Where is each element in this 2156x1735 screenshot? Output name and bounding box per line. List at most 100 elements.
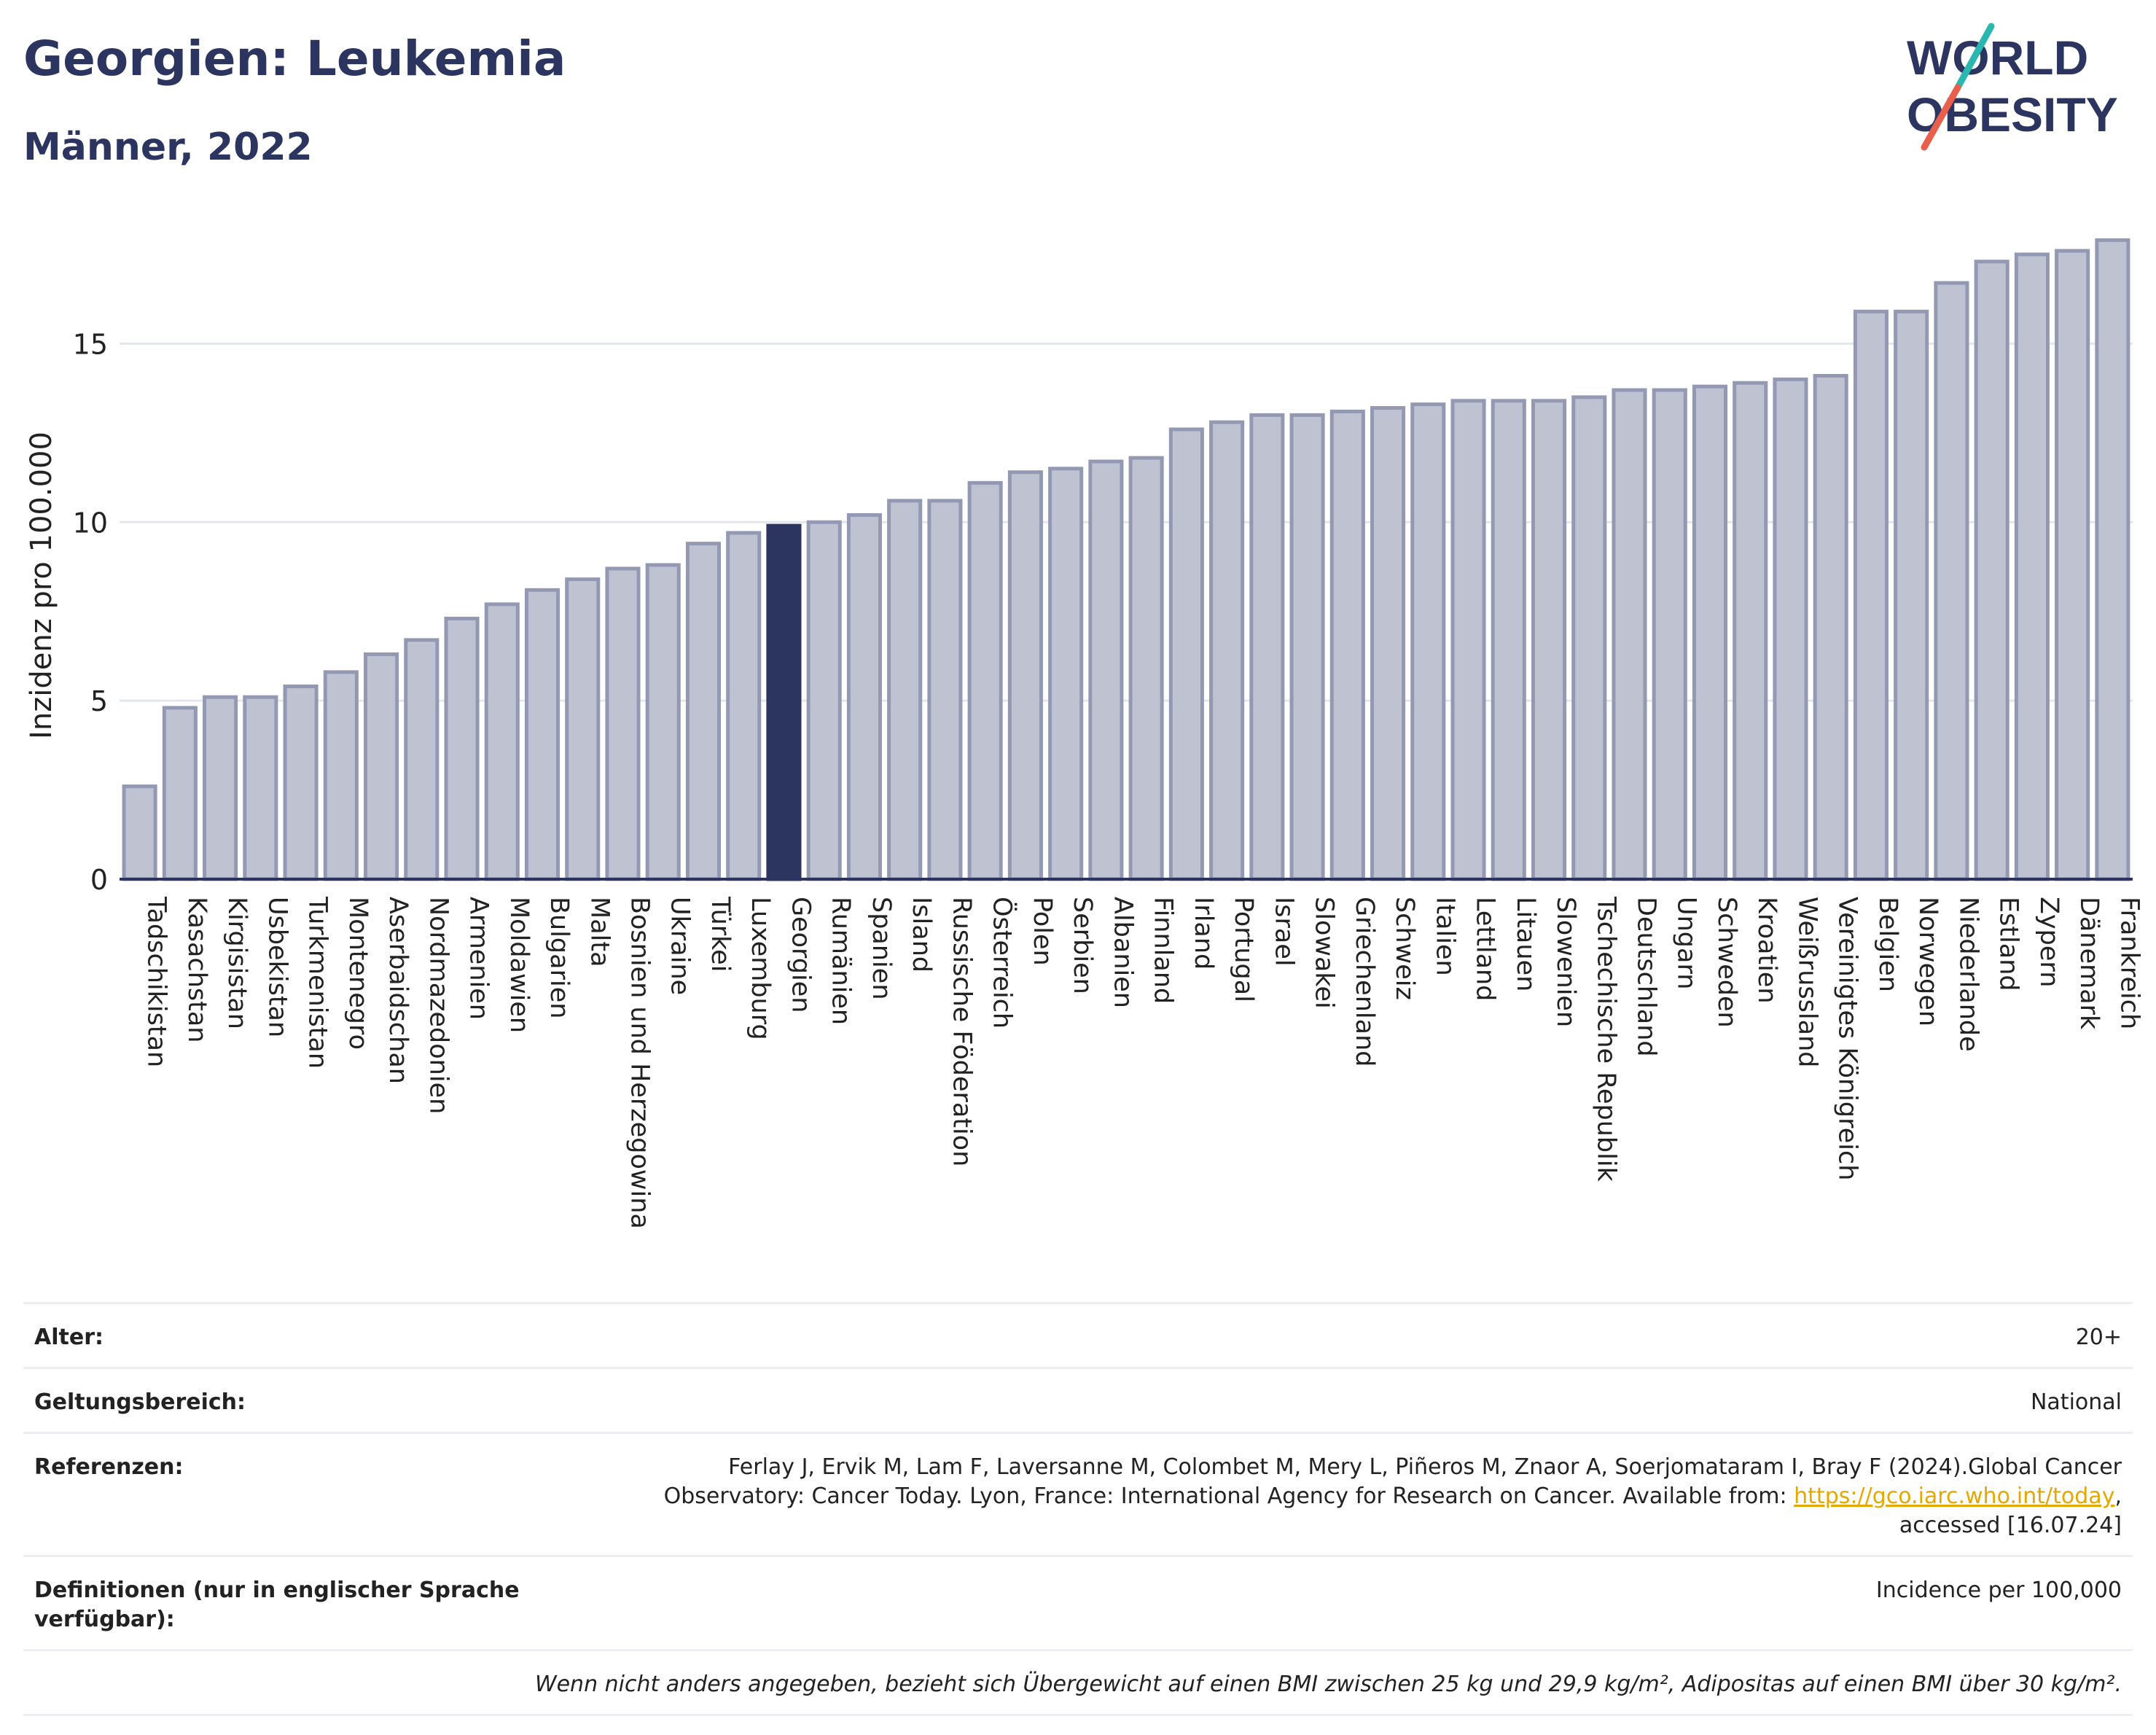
y-tick-label: 5	[90, 685, 108, 717]
bar-malta	[565, 577, 601, 881]
x-tick-label: Vereinigtes Königreich	[1833, 897, 1862, 1180]
x-tick-label: Slowakei	[1310, 897, 1339, 1009]
bar-nordmazedonien	[404, 638, 440, 881]
bar-vereinigtes-königreich	[1813, 373, 1848, 881]
x-tick-label: Belgien	[1873, 897, 1902, 992]
y-tick-label: 15	[73, 328, 108, 360]
page-subtitle: Männer, 2022	[23, 125, 313, 169]
bar-frankreich	[2095, 238, 2130, 881]
bar-rumänien	[806, 520, 842, 881]
bar-chart: 0 5 10 15 Tadschikistan Kasachstan Kirgisistan…	[25, 238, 2144, 1229]
definitions-value: Incidence per 100,000	[1875, 1578, 2122, 1603]
x-tick-label: Polen	[1028, 897, 1057, 966]
x-tick-label: Albanien	[1108, 897, 1137, 1008]
x-tick-label: Rumänien	[827, 897, 856, 1025]
x-tick-label: Dänemark	[2074, 897, 2104, 1030]
references-link[interactable]: https://gco.iarc.who.int/today	[1794, 1483, 2115, 1509]
x-tick-label: Island	[907, 897, 936, 972]
scope-value: National	[2030, 1389, 2122, 1415]
bar-luxemburg	[726, 531, 762, 881]
bar-griechenland	[1329, 409, 1365, 881]
x-tick-label: Luxemburg	[746, 897, 775, 1040]
x-tick-label: Schweiz	[1390, 897, 1419, 1000]
bar-österreich	[967, 480, 1003, 881]
logo-slash-teal	[1954, 23, 1995, 91]
bar-weißrussland	[1773, 377, 1808, 881]
x-tick-label: Bulgarien	[544, 897, 574, 1018]
bar-kroatien	[1733, 381, 1768, 881]
x-tick-label: Kirgisistan	[222, 897, 251, 1029]
age-label: Alter:	[34, 1325, 103, 1350]
bar-kasachstan	[162, 706, 198, 881]
x-tick-label: Italien	[1430, 897, 1459, 976]
x-tick-label: Kasachstan	[182, 897, 211, 1042]
info-row-footnote: Wenn nicht anders angegeben, bezieht sic…	[23, 1649, 2133, 1716]
bar-slowakei	[1289, 413, 1325, 881]
x-tick-label: Georgien	[786, 897, 815, 1013]
bar-portugal	[1209, 420, 1245, 881]
logo-slash-red	[1921, 84, 1961, 151]
bar-lettland	[1450, 399, 1486, 881]
x-tick-label: Estland	[1994, 897, 2023, 991]
info-row-references: Referenzen: Ferlay J, Ervik M, Lam F, La…	[23, 1432, 2133, 1555]
x-tick-label: Nordmazedonien	[423, 897, 453, 1114]
bar-slowenien	[1531, 399, 1567, 881]
bar-ukraine	[645, 563, 681, 881]
bar-ungarn	[1652, 388, 1687, 881]
x-tick-label: Russische Föderation	[947, 897, 976, 1166]
bar-kirgisistan	[203, 695, 238, 881]
bar-israel	[1249, 413, 1285, 881]
bar-türkei	[685, 542, 722, 881]
x-tick-label: Bosnien und Herzegowina	[625, 897, 655, 1229]
definitions-label: Definitionen (nur in englischer Sprache …	[34, 1578, 520, 1632]
x-tick-label: Aserbaidschan	[383, 897, 413, 1084]
page-title: Georgien: Leukemia	[23, 31, 566, 87]
x-tick-label: Litauen	[1511, 897, 1540, 991]
axes: 0 5 10 15 Tadschikistan Kasachstan Kirgisistan…	[73, 328, 2144, 1228]
x-tick-label: Frankreich	[2114, 897, 2144, 1029]
x-tick-label: Österreich	[988, 897, 1018, 1029]
info-row-definitions: Definitionen (nur in englischer Sprache …	[23, 1555, 2133, 1649]
references-line-2: Observatory: Cancer Today. Lyon, France:…	[559, 1482, 2122, 1511]
x-tick-label: Ukraine	[665, 897, 695, 995]
bar-bulgarien	[524, 588, 561, 881]
bar-tschechische-republik	[1571, 395, 1607, 881]
x-tick-label: Weißrussland	[1792, 897, 1821, 1067]
bars	[122, 238, 2130, 881]
x-tick-label: Niederlande	[1953, 897, 1983, 1052]
bar-russische-föderation	[927, 499, 963, 881]
x-tick-label: Finnland	[1149, 897, 1178, 1004]
bar-aserbaidschan	[364, 652, 399, 881]
x-tick-label: Armenien	[464, 897, 493, 1020]
bar-belgien	[1853, 309, 1889, 881]
logo-text-world: WORLD	[1907, 31, 2088, 85]
bar-polen	[1007, 470, 1043, 881]
x-tick-label: Israel	[1269, 897, 1298, 967]
x-tick-label: Moldawien	[504, 897, 534, 1033]
bar-irland	[1168, 427, 1204, 881]
x-tick-label: Malta	[585, 897, 614, 967]
bar-schweden	[1692, 384, 1728, 881]
x-tick-label: Tadschikistan	[142, 896, 171, 1067]
world-obesity-logo: WORLD OBESITY	[1907, 23, 2118, 151]
x-tick-label: Portugal	[1229, 897, 1258, 1002]
x-tick-label: Zypern	[2034, 897, 2063, 987]
bar-estland	[1974, 260, 2009, 881]
bar-finnland	[1128, 456, 1164, 881]
references-line-2-suffix: ,	[2114, 1483, 2122, 1509]
bar-georgien	[766, 523, 802, 881]
x-tick-label: Slowenien	[1551, 897, 1580, 1027]
bar-litauen	[1491, 399, 1526, 881]
info-table: Alter: 20+ Geltungsbereich: National Ref…	[23, 1302, 2133, 1716]
info-row-scope: Geltungsbereich: National	[23, 1367, 2133, 1432]
bar-moldawien	[484, 602, 520, 881]
bar-dänemark	[2055, 249, 2090, 881]
footnote-text: Wenn nicht anders angegeben, bezieht sic…	[534, 1672, 2122, 1697]
references-value: Ferlay J, Ervik M, Lam F, Laversanne M, …	[559, 1453, 2122, 1540]
x-tick-label: Deutschland	[1632, 897, 1661, 1057]
x-tick-label: Ungarn	[1672, 897, 1701, 989]
bar-zypern	[2014, 252, 2050, 881]
bar-usbekistan	[243, 695, 278, 881]
x-tick-label: Montenegro	[343, 897, 372, 1050]
bar-niederlande	[1934, 281, 1969, 881]
